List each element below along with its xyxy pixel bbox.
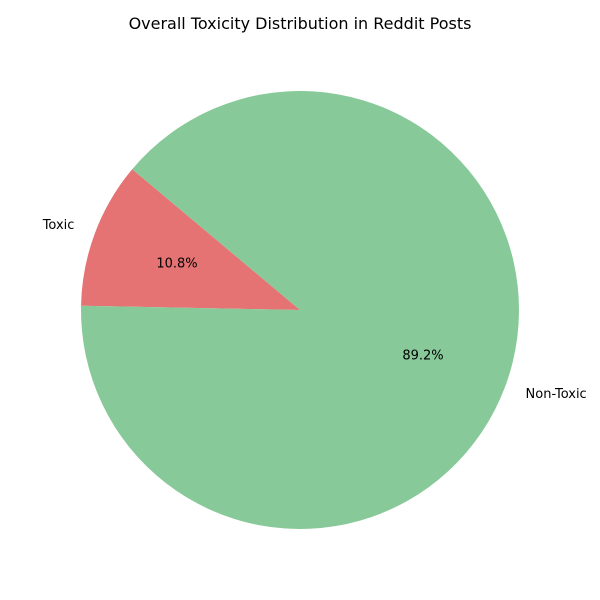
slice-label: Toxic [42, 218, 75, 233]
chart-title: Overall Toxicity Distribution in Reddit … [128, 14, 472, 33]
pie-slice-non-toxic [81, 90, 519, 529]
slice-label: Non-Toxic [526, 387, 587, 402]
pie-slice-toxic [81, 169, 300, 310]
slice-percent-label: 89.2% [402, 349, 443, 364]
slice-percent-label: 10.8% [156, 256, 197, 271]
